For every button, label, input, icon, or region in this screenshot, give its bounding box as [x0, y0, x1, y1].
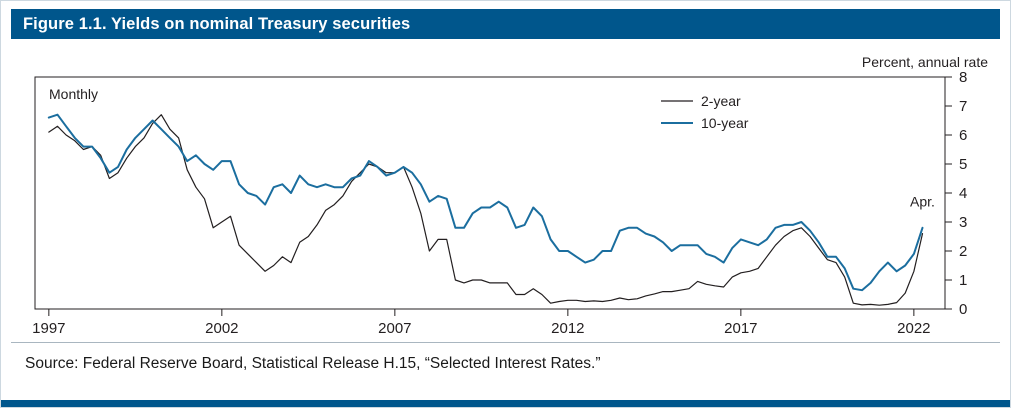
y-axis-label: 2: [959, 243, 967, 260]
x-axis-label: 2002: [205, 320, 238, 337]
y-axis-label: 3: [959, 214, 967, 231]
source-text: Source: Federal Reserve Board, Statistic…: [25, 355, 601, 372]
y-axis-label: 0: [959, 301, 967, 318]
y-axis-label: 6: [959, 127, 967, 144]
x-axis-label: 2012: [551, 320, 584, 337]
x-axis-label: 2007: [378, 320, 411, 337]
figure-title-bar: Figure 1.1. Yields on nominal Treasury s…: [11, 9, 1000, 39]
plot-frame: [34, 76, 946, 310]
unit-label: Percent, annual rate: [862, 54, 988, 70]
x-axis-label: 1997: [32, 320, 65, 337]
y-axis-label: 1: [959, 272, 967, 289]
apr-annotation: Apr.: [910, 193, 935, 209]
legend-label-2-year: 2-year: [701, 93, 741, 109]
yields-line-chart: Percent, annual rate 0 1 2 3 4 5 6 7 8 1997 2002 200…: [32, 54, 988, 337]
y-axis-label: 7: [959, 98, 967, 115]
y-axis-label: 4: [959, 185, 967, 202]
chart-area: Percent, annual rate 0 1 2 3 4 5 6 7 8 1997 2002 200…: [13, 47, 998, 339]
series-line-10-year: [47, 113, 924, 292]
series-line-2-year: [48, 114, 924, 306]
y-axis-label: 5: [959, 156, 967, 173]
y-axis-label: 8: [959, 69, 967, 86]
legend-label-10-year: 10-year: [701, 115, 749, 131]
bottom-accent-bar: [1, 400, 1010, 407]
x-axis-label: 2017: [724, 320, 757, 337]
x-axis-label: 2022: [897, 320, 930, 337]
frequency-label: Monthly: [49, 86, 98, 102]
source-row: Source: Federal Reserve Board, Statistic…: [11, 342, 1000, 401]
figure-title: Figure 1.1. Yields on nominal Treasury s…: [23, 15, 411, 33]
